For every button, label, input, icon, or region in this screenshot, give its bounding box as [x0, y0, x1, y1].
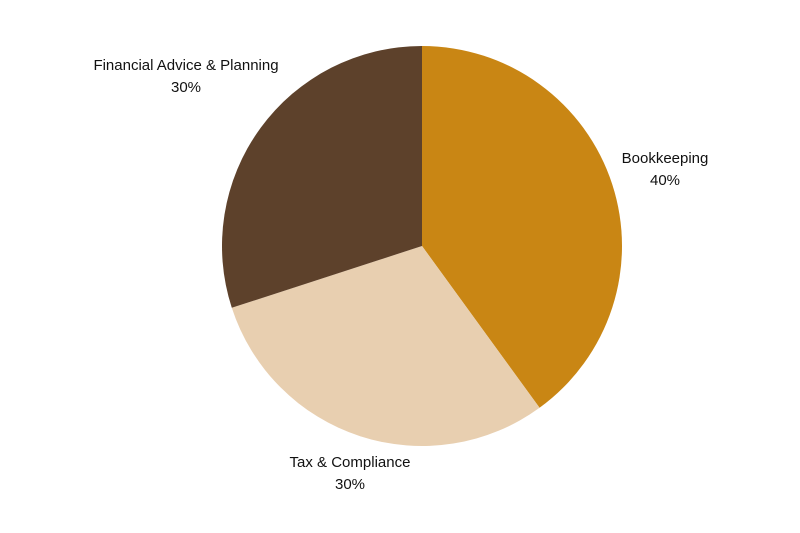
pie-labels: Bookkeeping 40% Tax & Compliance 30% Financi…: [93, 57, 708, 493]
pie-slice-bookkeeping: [422, 46, 623, 408]
pie-slices: [221, 46, 623, 447]
slice-percent-bookkeeping: 40%: [650, 172, 680, 189]
slice-percent-financial-advice-planning: 30%: [171, 79, 201, 96]
slice-percent-tax-compliance: 30%: [335, 476, 365, 493]
pie-slice-financial-advice-planning: [221, 46, 422, 308]
slice-label-tax-compliance: Tax & Compliance: [290, 454, 411, 471]
slice-label-bookkeeping: Bookkeeping: [622, 150, 709, 167]
slice-label-financial-advice-planning: Financial Advice & Planning: [93, 57, 278, 74]
pie-slice-tax-compliance: [231, 246, 540, 447]
